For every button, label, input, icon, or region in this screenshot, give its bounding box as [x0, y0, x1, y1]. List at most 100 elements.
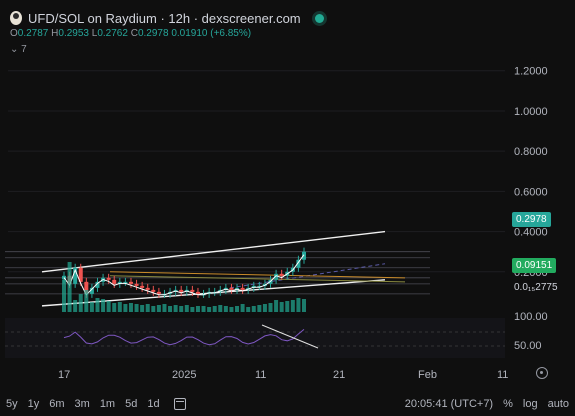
volume-bar — [285, 301, 290, 312]
chart-header: UFD/SOL on Raydium · 12h · dexscreener.c… — [10, 10, 324, 26]
volume-bar — [207, 307, 212, 312]
volume-bar — [62, 280, 66, 312]
candle-body — [274, 273, 279, 280]
volume-bar — [162, 304, 167, 312]
price-line — [63, 254, 305, 296]
range-6m[interactable]: 6m — [49, 398, 65, 410]
volume-bar — [84, 290, 89, 312]
candle-body — [190, 289, 195, 292]
volume-bar — [117, 302, 122, 312]
price-scale-label: 0.4000 — [514, 227, 548, 239]
volume-bar — [173, 305, 178, 312]
secondary-price-tag: 0.09151 — [512, 258, 557, 273]
candle-body — [73, 267, 78, 284]
volume-bar — [257, 305, 262, 312]
range-3m[interactable]: 3m — [74, 398, 90, 410]
candle-body — [95, 281, 100, 288]
bottom-toolbar: 5y 1y 6m 3m 1m 5d 1d 20:05:41 (UTC+7) % … — [0, 392, 575, 416]
close-value: 0.2978 — [137, 28, 169, 39]
candle-body — [156, 291, 161, 294]
chevron-down-icon: ⌄ — [10, 44, 19, 55]
channel-upper-line — [41, 230, 386, 273]
close-label: C — [130, 28, 138, 39]
gear-icon[interactable] — [536, 367, 548, 379]
rsi-line — [63, 329, 305, 346]
title-row: UFD/SOL on Raydium · 12h · dexscreener.c… — [10, 10, 324, 26]
token-logo-icon — [10, 11, 22, 25]
candle-body — [195, 291, 200, 294]
volume-bar — [190, 307, 195, 312]
high-value: 0.2953 — [58, 28, 89, 39]
candle-body — [151, 289, 156, 292]
volume-bar — [240, 304, 245, 312]
rsi-trend-line — [261, 324, 319, 349]
candle-body — [257, 285, 262, 288]
calendar-icon[interactable] — [173, 398, 186, 410]
price-scale-label: 1.2000 — [514, 66, 548, 78]
volume-bar — [251, 306, 256, 312]
volume-bar — [145, 304, 150, 312]
volume-bar — [246, 307, 251, 312]
current-price-tag: 0.2978 — [512, 212, 551, 227]
candle-body — [128, 281, 133, 284]
range-1m[interactable]: 1m — [99, 398, 116, 410]
price-scale-label: 0.6000 — [514, 186, 548, 198]
volume-bar — [67, 262, 72, 312]
candle-body — [302, 251, 306, 260]
volume-bar — [274, 300, 279, 312]
high-label: H — [51, 28, 59, 39]
ohlc-readout: O0.2787 H0.2953 L0.2762 C0.2978 0.01910 … — [10, 28, 251, 39]
volume-bar — [296, 298, 301, 312]
volume-bar — [134, 304, 139, 312]
volume-bar — [195, 306, 200, 312]
auto-toggle[interactable]: auto — [547, 398, 569, 410]
ma-orange-line — [109, 271, 406, 279]
percent-toggle[interactable]: % — [503, 398, 513, 410]
rsi-scale-label: 50.00 — [514, 340, 542, 352]
volume-bar — [290, 300, 295, 312]
time-axis-label: 21 — [333, 369, 345, 381]
volume-bar — [279, 302, 284, 312]
time-axis-label: 11 — [497, 369, 508, 381]
price-scale-subscript: 0.0₁₅2775 — [514, 282, 558, 293]
volume-bar — [78, 294, 83, 312]
candle-body — [106, 277, 111, 280]
volume-bar — [229, 307, 234, 312]
range-1d[interactable]: 1d — [147, 398, 160, 410]
open-label: O — [10, 28, 18, 39]
range-5d[interactable]: 5d — [125, 398, 138, 410]
log-toggle[interactable]: log — [522, 398, 538, 410]
price-scale-label: 1.0000 — [514, 106, 548, 118]
candle-body — [134, 283, 139, 286]
chart-title: UFD/SOL on Raydium · 12h · dexscreener.c… — [28, 10, 301, 26]
indicators-toggle[interactable]: ⌄ 7 — [10, 44, 27, 55]
candle-body — [179, 289, 184, 292]
volume-bar — [268, 303, 273, 312]
low-value: 0.2762 — [97, 28, 128, 39]
candle-body — [229, 287, 234, 290]
volume-bar — [89, 302, 94, 312]
candle-body — [279, 273, 284, 276]
volume-bar — [140, 305, 145, 312]
time-axis-label: 17 — [58, 369, 70, 381]
volume-bar — [262, 304, 267, 312]
change-value: 0.01910 (+6.85%) — [171, 28, 252, 39]
volume-bar — [218, 305, 223, 312]
time-axis-label: 11 — [255, 369, 266, 381]
candle-body — [117, 281, 122, 284]
volume-bar — [235, 306, 240, 312]
range-1y[interactable]: 1y — [27, 398, 40, 410]
volume-bar — [101, 299, 106, 312]
volume-bar — [156, 305, 161, 312]
candle-body — [240, 287, 245, 290]
candle-body — [123, 281, 128, 284]
time-axis-label: Feb — [418, 369, 437, 381]
time-axis-label: 2025 — [172, 369, 196, 381]
volume-bar — [95, 298, 100, 312]
range-5y[interactable]: 5y — [6, 398, 18, 410]
rsi-scale-label: 100.00 — [514, 311, 548, 323]
volume-bar — [112, 303, 117, 312]
volume-bar — [123, 304, 128, 312]
